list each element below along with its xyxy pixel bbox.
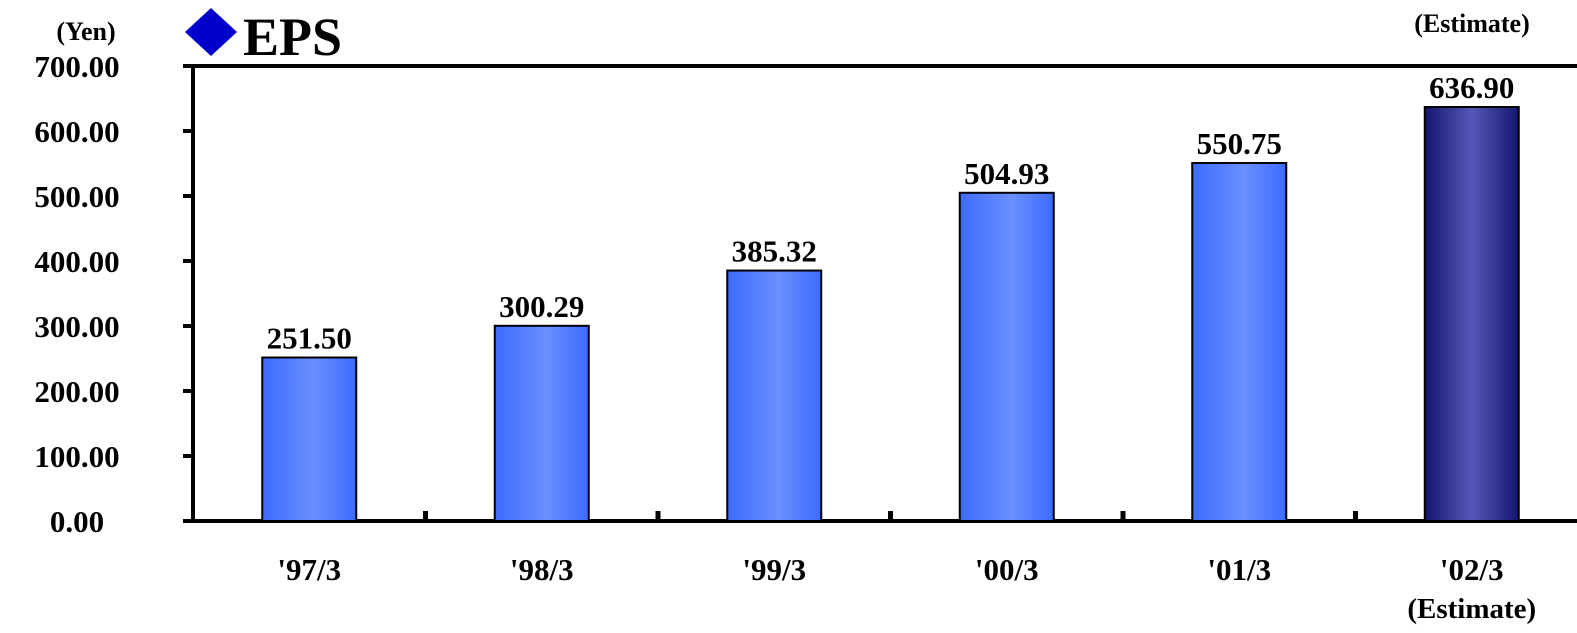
y-tick-label: 200.00 bbox=[34, 374, 119, 409]
estimate-note-top: (Estimate) bbox=[1414, 9, 1530, 38]
x-tick-label: '97/3 bbox=[277, 552, 341, 587]
x-tick-label: '02/3 bbox=[1440, 552, 1504, 587]
x-tick-note: (Estimate) bbox=[1407, 593, 1536, 625]
bar-value-label: 300.29 bbox=[499, 289, 584, 324]
bar bbox=[1423, 106, 1520, 522]
y-tick-label: 0.00 bbox=[50, 504, 104, 539]
y-axis-ticks: 0.00 100.00 200.00 300.00 400.00 500.00 600.00… bbox=[34, 49, 193, 539]
bar bbox=[958, 191, 1055, 522]
y-tick-label: 500.00 bbox=[34, 179, 119, 214]
x-axis-labels: '97/3 '98/3 '99/3 '00/3 '01/3 '02/3 (Estimate) bbox=[277, 552, 1536, 625]
plot-frame bbox=[191, 64, 1577, 523]
y-tick-label: 400.00 bbox=[34, 244, 119, 279]
bar bbox=[493, 324, 590, 522]
y-axis-unit-label: (Yen) bbox=[56, 17, 115, 46]
bar-value-label: 550.75 bbox=[1197, 126, 1282, 161]
y-tick-label: 100.00 bbox=[34, 439, 119, 474]
chart-title: EPS bbox=[243, 7, 342, 67]
value-labels: 251.50 300.29 385.32 504.93 550.75 636.90 bbox=[267, 70, 1515, 356]
bar-value-label: 385.32 bbox=[732, 234, 817, 269]
bar bbox=[261, 356, 358, 522]
y-tick-label: 600.00 bbox=[34, 114, 119, 149]
y-tick-label: 700.00 bbox=[34, 49, 119, 84]
bar bbox=[726, 269, 823, 522]
bar bbox=[1191, 162, 1288, 522]
x-tick-label: '01/3 bbox=[1207, 552, 1271, 587]
diamond-icon bbox=[185, 8, 237, 56]
x-tick-label: '99/3 bbox=[742, 552, 806, 587]
bar-value-label: 636.90 bbox=[1429, 70, 1514, 105]
y-tick-label: 300.00 bbox=[34, 309, 119, 344]
x-tick-label: '98/3 bbox=[510, 552, 574, 587]
bars bbox=[261, 106, 1520, 522]
bar-value-label: 504.93 bbox=[964, 156, 1049, 191]
x-tick-label: '00/3 bbox=[975, 552, 1039, 587]
bar-value-label: 251.50 bbox=[267, 321, 352, 356]
x-axis-ticks bbox=[423, 511, 1358, 521]
